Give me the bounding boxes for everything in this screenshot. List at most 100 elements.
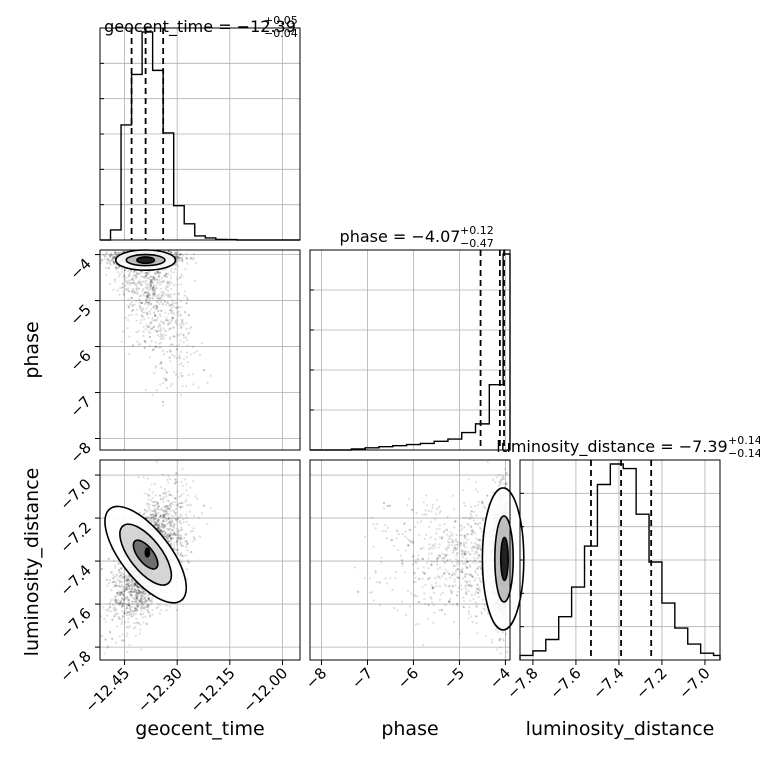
scatter-point (185, 328, 188, 331)
scatter-point (131, 304, 134, 307)
scatter-point (160, 367, 163, 370)
scatter-point (152, 297, 155, 300)
scatter-point (138, 301, 141, 304)
scatter-point (103, 618, 106, 621)
scatter-point (108, 256, 112, 259)
scatter-point (145, 323, 148, 326)
scatter-point (170, 532, 173, 536)
scatter-point (136, 609, 139, 612)
scatter-point (181, 467, 184, 470)
scatter-point (139, 597, 142, 600)
scatter-point (118, 579, 121, 583)
scatter-point (151, 297, 154, 300)
scatter-point (140, 319, 143, 322)
scatter-point (151, 317, 154, 320)
scatter-point (159, 283, 162, 286)
scatter-point (157, 269, 160, 272)
scatter-point (119, 574, 122, 577)
scatter-point (153, 509, 156, 513)
scatter-point (162, 303, 165, 306)
scatter-point (123, 590, 126, 593)
scatter-point (142, 476, 145, 479)
scatter-point (172, 326, 175, 329)
scatter-point (128, 643, 131, 647)
scatter-point (154, 523, 157, 526)
scatter-point (133, 274, 136, 277)
scatter-point (167, 296, 170, 299)
scatter-point (161, 400, 164, 403)
scatter-point (169, 350, 172, 353)
scatter-point (196, 349, 199, 353)
scatter-point (146, 283, 149, 287)
scatter-point (134, 291, 137, 294)
scatter-point (154, 510, 158, 514)
scatter-point (179, 513, 182, 516)
scatter-point (159, 297, 162, 300)
scatter-point (179, 357, 182, 360)
scatter-point (163, 274, 166, 277)
scatter-point (127, 298, 130, 301)
scatter-point (175, 537, 178, 540)
scatter-point (146, 509, 149, 512)
scatter-point (181, 492, 184, 496)
scatter-point (156, 602, 159, 606)
scatter-point (193, 537, 196, 540)
scatter-point (134, 283, 137, 286)
scatter-point (140, 294, 143, 297)
scatter-point (170, 318, 173, 321)
scatter-point (163, 525, 166, 528)
scatter-point (189, 530, 192, 533)
scatter-point (159, 528, 162, 531)
scatter-point (145, 622, 148, 626)
scatter-point (180, 273, 183, 276)
scatter-point (194, 279, 197, 282)
scatter-point (153, 518, 156, 521)
scatter-point (158, 346, 161, 349)
scatter-point (169, 350, 172, 353)
scatter-point (143, 597, 146, 600)
scatter-point (150, 281, 153, 284)
scatter-point (140, 314, 143, 317)
scatter-point (144, 271, 147, 275)
scatter-point (177, 264, 180, 268)
scatter-point (154, 341, 157, 344)
scatter-point (161, 522, 164, 525)
scatter-point (185, 513, 188, 516)
scatter-point (209, 374, 212, 377)
scatter-point (136, 584, 139, 587)
scatter-point (113, 257, 116, 260)
scatter-point (177, 306, 180, 309)
scatter-point (105, 261, 108, 264)
scatter-point (148, 344, 151, 347)
scatter-point (166, 514, 170, 517)
scatter-point (112, 607, 116, 610)
scatter-point (149, 280, 152, 283)
scatter-point (144, 300, 147, 303)
scatter-point (141, 592, 145, 595)
scatter-point (168, 534, 171, 538)
scatter-point (172, 326, 175, 329)
scatter-point (151, 319, 154, 322)
scatter-point (151, 288, 154, 291)
scatter-point (127, 306, 130, 309)
scatter-point (154, 366, 157, 369)
scatter-point (157, 518, 160, 522)
scatter-point (157, 505, 160, 508)
scatter-point (131, 309, 134, 312)
scatter-point (138, 294, 141, 297)
scatter-point (168, 293, 171, 296)
scatter-point (166, 319, 169, 322)
scatter-point (200, 511, 203, 515)
scatter-point (175, 348, 178, 351)
scatter-point (167, 475, 170, 478)
scatter-point (112, 288, 115, 291)
scatter-point (161, 400, 164, 403)
scatter-point (147, 606, 150, 609)
scatter-point (154, 308, 157, 311)
scatter-point (122, 588, 125, 591)
scatter-point (167, 534, 170, 537)
scatter-point (155, 278, 158, 281)
scatter-point (151, 327, 154, 330)
scatter-point (134, 277, 137, 280)
scatter-point (113, 606, 116, 609)
